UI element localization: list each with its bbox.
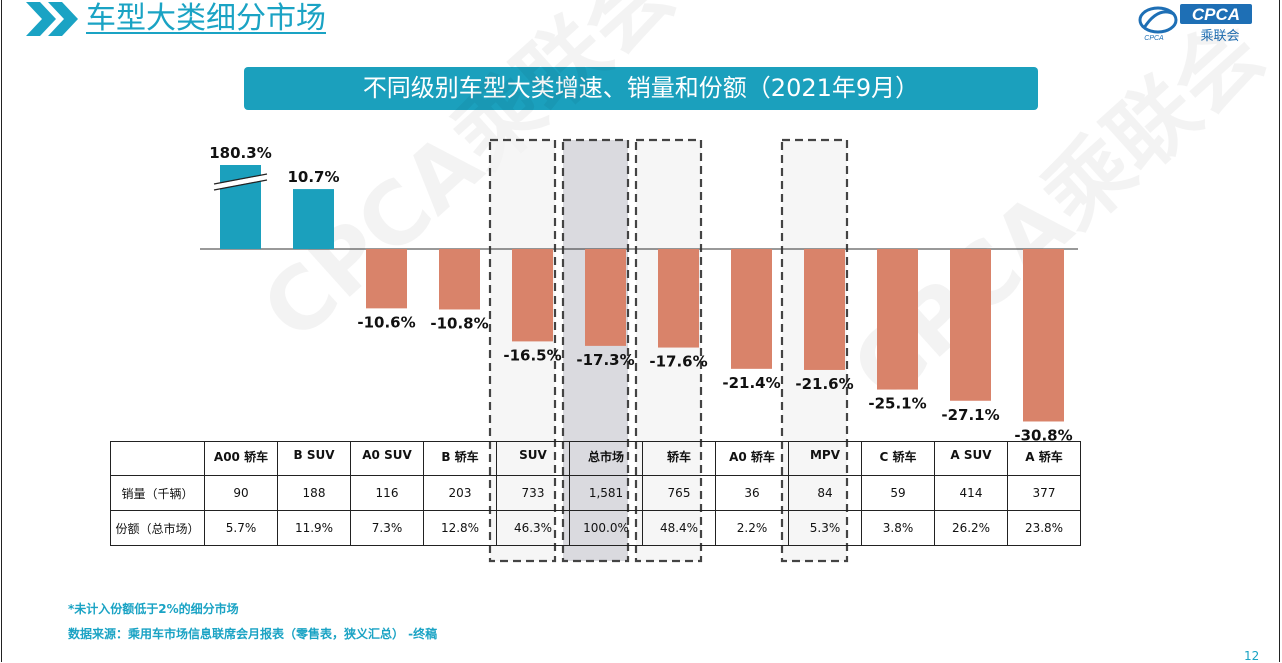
data-label: -21.6%: [795, 375, 853, 393]
data-table: A00 轿车 B SUV A0 SUV B 轿车 SUV 总市场 轿车 A0 轿车 MPV C 轿…: [110, 441, 1081, 546]
left-frame-line: [1, 0, 2, 662]
bar: [585, 249, 626, 346]
axis-break-mark: [213, 179, 268, 191]
sales-cell: 765: [642, 475, 716, 511]
share-cell: 26.2%: [934, 510, 1008, 546]
share-cell: 5.3%: [788, 510, 862, 546]
footnote: *未计入份额低于2%的细分市场: [68, 602, 239, 616]
data-label: 180.3%: [209, 144, 271, 162]
share-cell: 12.8%: [423, 510, 497, 546]
bar: [1023, 249, 1064, 422]
sales-cell: 36: [715, 475, 789, 511]
sales-cell: 203: [423, 475, 497, 511]
logo-text: CPCA: [1192, 5, 1240, 24]
bar: [439, 249, 480, 310]
tick-label: A0 轿车: [715, 441, 789, 476]
logo-subtext: 乘联会: [1200, 29, 1239, 42]
data-label: -17.3%: [576, 351, 634, 369]
row-label-sales: 销量（千辆）: [110, 475, 205, 511]
chevron-arrows-icon: [26, 2, 78, 36]
tick-label: C 轿车: [861, 441, 935, 476]
axis-break-gap: [213, 174, 268, 190]
logo-script: CPCA: [1144, 35, 1164, 42]
data-label: -30.8%: [1014, 426, 1072, 444]
bar: [950, 249, 991, 401]
data-label: -10.8%: [430, 314, 488, 332]
tick-label: A 轿车: [1007, 441, 1081, 476]
bar: [804, 249, 845, 370]
bar: [877, 249, 918, 390]
table-row-sales: 销量（千辆） 90 188 116 203 733 1,581 765 36 84 59 414 377: [110, 475, 1081, 511]
page-number: 12: [1244, 649, 1260, 663]
table-header-row: A00 轿车 B SUV A0 SUV B 轿车 SUV 总市场 轿车 A0 轿车 MPV C 轿…: [110, 441, 1081, 476]
right-frame-line: [1279, 0, 1280, 662]
data-label: -10.6%: [357, 313, 415, 331]
sales-cell: 188: [277, 475, 351, 511]
bar: [658, 249, 699, 348]
sales-cell: 84: [788, 475, 862, 511]
tick-label: B 轿车: [423, 441, 497, 476]
bar: [512, 249, 553, 342]
bar: [731, 249, 772, 369]
row-label-share: 份额（总市场）: [110, 510, 205, 546]
tick-label: A0 SUV: [350, 441, 424, 476]
data-label: -27.1%: [941, 406, 999, 424]
share-cell: 3.8%: [861, 510, 935, 546]
chart-banner-title: 不同级别车型大类增速、销量和份额（2021年9月）: [244, 67, 1038, 110]
data-label: -16.5%: [503, 346, 561, 364]
share-cell: 46.3%: [496, 510, 570, 546]
axis-break-mark: [213, 173, 268, 185]
data-label: -25.1%: [868, 395, 926, 413]
tick-label: A00 轿车: [204, 441, 278, 476]
page-title: 车型大类细分市场: [86, 1, 326, 36]
sales-cell: 1,581: [569, 475, 643, 511]
share-cell: 5.7%: [204, 510, 278, 546]
table-row-share: 份额（总市场） 5.7% 11.9% 7.3% 12.8% 46.3% 100.0% 48.4…: [110, 510, 1081, 546]
data-label: 10.7%: [287, 168, 339, 186]
table-corner-cell: [110, 441, 205, 476]
tick-label: 总市场: [569, 441, 643, 476]
bar: [293, 189, 334, 249]
data-label: -21.4%: [722, 374, 780, 392]
data-label: -17.6%: [649, 353, 707, 371]
tick-label: MPV: [788, 441, 862, 476]
share-cell: 48.4%: [642, 510, 716, 546]
tick-label: 轿车: [642, 441, 716, 476]
sales-cell: 377: [1007, 475, 1081, 511]
tick-label: A SUV: [934, 441, 1008, 476]
sales-cell: 90: [204, 475, 278, 511]
data-source: 数据来源：乘用车市场信息联席会月报表（零售表，狭义汇总） -终稿: [68, 627, 438, 641]
sales-cell: 59: [861, 475, 935, 511]
sales-cell: 414: [934, 475, 1008, 511]
share-cell: 23.8%: [1007, 510, 1081, 546]
share-cell: 11.9%: [277, 510, 351, 546]
cpca-logo: CPCA 乘联会 CPCA: [1138, 4, 1252, 42]
tick-label: SUV: [496, 441, 570, 476]
share-cell: 2.2%: [715, 510, 789, 546]
share-cell: 100.0%: [569, 510, 643, 546]
sales-cell: 116: [350, 475, 424, 511]
tick-label: B SUV: [277, 441, 351, 476]
sales-cell: 733: [496, 475, 570, 511]
bar: [366, 249, 407, 309]
share-cell: 7.3%: [350, 510, 424, 546]
